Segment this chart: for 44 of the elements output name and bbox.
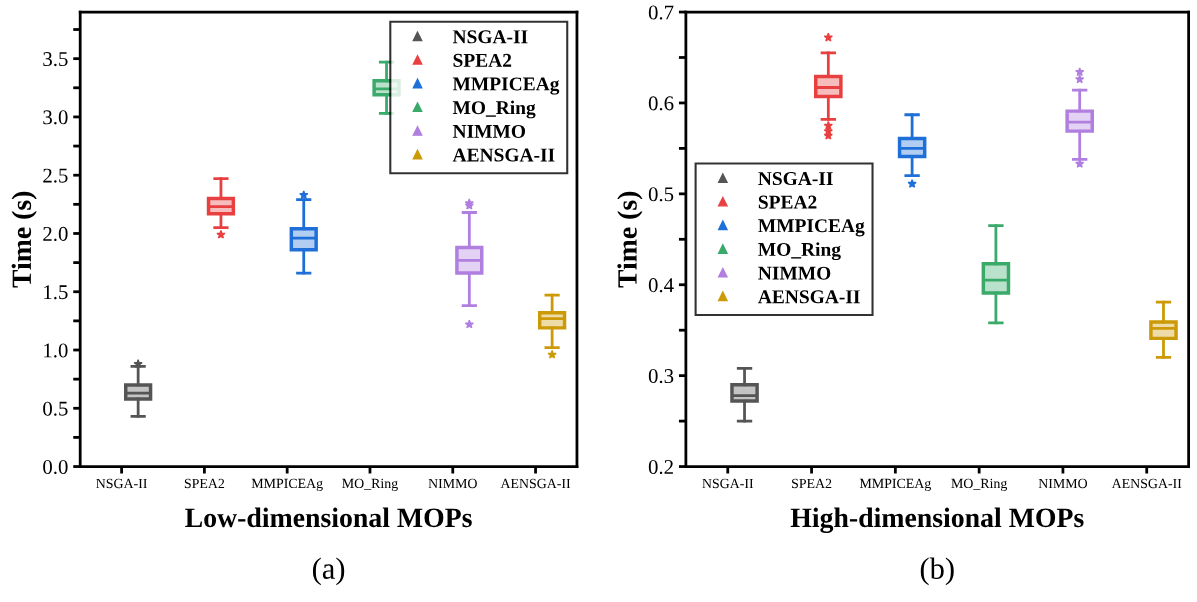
x-tick-label: SPEA2	[184, 478, 225, 489]
legend-label: SPEA2	[758, 195, 817, 209]
y-tick-label: 0.5	[648, 187, 674, 202]
x-tick-label: MO_Ring	[951, 478, 1008, 491]
x-tick-label: AENSGA-II	[1111, 478, 1182, 489]
legend-label: NIMMO	[452, 124, 526, 138]
legend-label: NSGA-II	[758, 172, 833, 186]
x-tick-label: MMPICEAg	[859, 478, 931, 491]
y-axis-title: Time (s)	[11, 191, 37, 288]
y-tick-label: 1.0	[44, 343, 68, 358]
y-tick-label: 0.4	[648, 278, 674, 293]
legend-label: AENSGA-II	[758, 290, 860, 304]
x-axis-title: High-dimensional MOPs	[790, 507, 1084, 534]
y-tick-label: 0.0	[43, 459, 68, 475]
y-tick-label: 3.0	[43, 110, 68, 125]
y-tick-label: 0.3	[648, 369, 674, 384]
y-tick-label: 1.5	[44, 285, 68, 300]
legend-label: NSGA-II	[452, 30, 528, 44]
x-tick-label: NIMMO	[428, 478, 477, 489]
x-tick-label: NSGA-II	[702, 478, 754, 489]
x-tick-label: MMPICEAg	[251, 478, 323, 491]
y-axis-title: Time (s)	[617, 191, 643, 288]
legend-label: MMPICEAg	[758, 219, 865, 237]
y-tick-label: 0.2	[648, 459, 673, 475]
x-tick-label: NIMMO	[1038, 478, 1088, 489]
legend-label: MMPICEAg	[452, 77, 560, 95]
legend-label: SPEA2	[453, 53, 512, 67]
text: (a)	[312, 557, 345, 586]
legend-label: AENSGA-II	[452, 148, 555, 162]
y-tick-label: 0.6	[648, 96, 674, 111]
y-tick-label: 3.5	[43, 52, 68, 67]
x-tick-label: NSGA-II	[96, 478, 147, 489]
x-tick-label: AENSGA-II	[500, 478, 571, 489]
x-tick-label: MO_Ring	[342, 478, 398, 491]
y-tick-label: 2.0	[43, 226, 68, 241]
legend-label: MO_Ring	[758, 242, 841, 261]
y-tick-label: 0.5	[43, 401, 68, 416]
legend-label: MO_Ring	[452, 100, 536, 119]
y-tick-label: 0.7	[648, 5, 674, 20]
text: (b)	[920, 557, 954, 586]
legend-label: NIMMO	[758, 266, 831, 280]
y-tick-label: 2.5	[43, 168, 68, 183]
x-axis-title: Low-dimensional MOPs	[185, 507, 472, 528]
x-tick-label: SPEA2	[792, 478, 832, 489]
